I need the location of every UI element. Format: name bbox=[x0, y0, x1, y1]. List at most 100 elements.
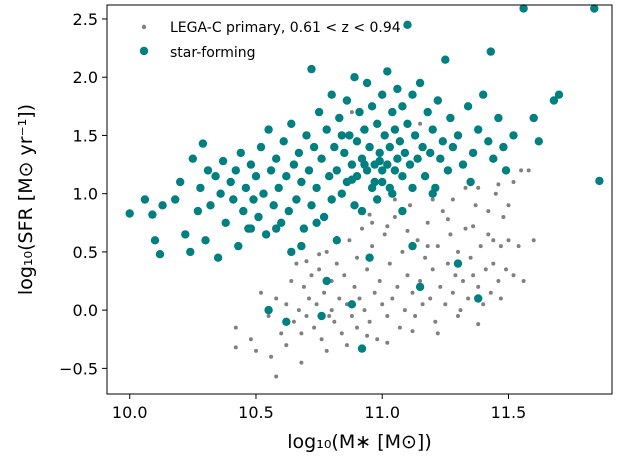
data-point-teal bbox=[383, 160, 392, 169]
data-point-teal bbox=[370, 177, 379, 187]
data-point-teal bbox=[494, 113, 503, 123]
data-point-gray bbox=[501, 215, 506, 219]
data-point-gray bbox=[334, 261, 339, 266]
data-point-teal bbox=[468, 148, 478, 158]
data-point-gray bbox=[299, 331, 304, 336]
data-point-teal bbox=[269, 201, 278, 210]
data-point-teal bbox=[332, 236, 341, 245]
data-point-gray bbox=[402, 308, 407, 313]
data-point-gray bbox=[357, 296, 362, 301]
data-point-teal bbox=[312, 218, 321, 227]
data-point-gray bbox=[410, 290, 415, 295]
x-axis: 10.0 10.5 11.0 11.5 bbox=[112, 394, 526, 422]
data-point-gray bbox=[362, 308, 367, 313]
data-point-teal bbox=[327, 90, 336, 99]
data-point-teal bbox=[380, 131, 389, 140]
data-point-teal bbox=[400, 148, 410, 158]
data-point-gray bbox=[405, 273, 410, 278]
data-point-teal bbox=[365, 142, 374, 152]
data-point-gray bbox=[471, 273, 476, 278]
data-point-teal bbox=[287, 119, 296, 128]
data-point-teal bbox=[428, 189, 437, 198]
data-point-teal bbox=[342, 96, 352, 105]
data-point-teal bbox=[378, 177, 387, 187]
data-point-gray bbox=[453, 273, 458, 278]
data-point-gray bbox=[511, 273, 516, 278]
data-point-gray bbox=[274, 296, 279, 301]
data-point-teal bbox=[307, 201, 316, 210]
data-point-gray bbox=[279, 331, 284, 336]
data-point-gray bbox=[365, 333, 370, 338]
data-point-teal bbox=[350, 73, 359, 82]
data-point-teal bbox=[390, 166, 400, 175]
legend: LEGA-C primary, 0.61 < z < 0.94 star-for… bbox=[139, 20, 401, 61]
data-point-teal bbox=[398, 102, 407, 111]
data-point-teal bbox=[474, 125, 483, 134]
data-point-teal bbox=[193, 206, 203, 216]
data-point-gray bbox=[385, 224, 390, 229]
data-point-gray bbox=[516, 244, 521, 249]
data-point-teal bbox=[236, 148, 245, 158]
data-point-gray bbox=[317, 267, 322, 272]
data-point-teal bbox=[299, 224, 309, 233]
data-point-gray bbox=[395, 284, 400, 289]
data-point-teal bbox=[277, 218, 286, 227]
y-tick-label: 1.5 bbox=[73, 126, 98, 145]
data-point-teal bbox=[229, 195, 238, 204]
data-point-teal bbox=[206, 201, 215, 210]
data-point-gray bbox=[349, 314, 354, 318]
data-point-teal bbox=[327, 195, 336, 204]
data-point-teal bbox=[443, 166, 453, 175]
data-point-teal bbox=[501, 166, 511, 175]
data-point-gray bbox=[370, 244, 375, 249]
plot-frame bbox=[106, 4, 613, 395]
y-tick-label: 2.0 bbox=[73, 68, 98, 87]
data-point-gray bbox=[301, 284, 306, 289]
data-point-teal bbox=[373, 195, 382, 204]
data-point-gray bbox=[307, 296, 311, 301]
series-star-forming bbox=[125, 4, 604, 353]
legend-label-star-forming: star-forming bbox=[170, 45, 256, 61]
data-point-gray bbox=[461, 279, 465, 283]
data-point-teal bbox=[314, 107, 324, 117]
data-point-teal bbox=[367, 102, 377, 111]
data-point-gray bbox=[415, 238, 420, 243]
data-point-teal bbox=[438, 137, 447, 146]
data-point-gray bbox=[294, 261, 299, 266]
data-point-teal bbox=[332, 166, 341, 175]
legend-marker-teal bbox=[139, 46, 149, 56]
data-point-gray bbox=[392, 215, 397, 219]
data-point-gray bbox=[506, 203, 511, 208]
data-point-gray bbox=[254, 348, 258, 353]
data-point-teal bbox=[499, 142, 508, 152]
data-point-teal bbox=[360, 160, 369, 169]
data-point-teal bbox=[246, 224, 256, 233]
data-point-gray bbox=[365, 267, 370, 272]
data-point-teal bbox=[355, 107, 364, 117]
data-point-gray bbox=[519, 168, 524, 173]
data-point-teal bbox=[378, 166, 387, 175]
data-point-teal bbox=[322, 125, 331, 134]
data-point-gray bbox=[458, 308, 463, 313]
x-tick-label: 10.0 bbox=[112, 403, 148, 422]
y-tick-label: 0.5 bbox=[73, 243, 98, 262]
data-point-gray bbox=[440, 209, 445, 214]
data-point-teal bbox=[426, 148, 435, 158]
data-point-gray bbox=[433, 319, 438, 324]
data-point-teal bbox=[335, 113, 344, 123]
data-point-teal bbox=[186, 247, 195, 257]
data-point-teal bbox=[433, 96, 442, 105]
data-point-gray bbox=[304, 259, 309, 264]
data-point-teal bbox=[486, 47, 495, 56]
data-point-gray bbox=[448, 232, 453, 237]
data-point-gray bbox=[324, 348, 329, 353]
data-point-teal bbox=[453, 131, 463, 140]
data-point-gray bbox=[405, 228, 410, 233]
data-point-gray bbox=[266, 314, 271, 318]
data-point-gray bbox=[360, 226, 364, 231]
data-point-teal bbox=[373, 119, 382, 128]
data-point-teal bbox=[203, 166, 213, 175]
data-point-teal bbox=[176, 177, 185, 187]
data-point-teal bbox=[272, 224, 281, 233]
data-point-teal bbox=[272, 154, 281, 163]
